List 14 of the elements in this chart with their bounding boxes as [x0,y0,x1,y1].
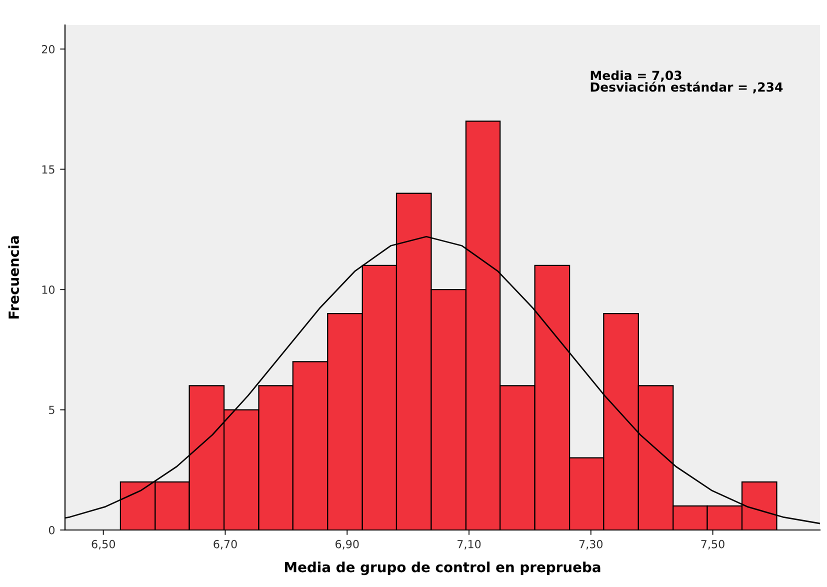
y-tick-label: 10 [42,286,55,294]
y-tick-label: 5 [49,406,54,414]
x-tick-label: 7,50 [701,540,724,550]
x-tick-label: 6,90 [336,540,359,550]
y-tick-label: 0 [48,526,55,534]
y-axis-title: Frecuencia [8,236,20,319]
y-tick-label: 15 [42,165,54,174]
x-axis-title: Media de grupo de control en preprueba [284,562,600,576]
y-tick-label: 20 [42,45,55,54]
x-tick-label: 7,30 [579,540,603,550]
x-tick-label: 6,50 [92,540,116,550]
annotation: Media = 7,03 Desviación estándar = ,234 [590,70,783,94]
x-tick-label: 7,10 [458,540,481,550]
x-tick-label: 6,70 [214,540,237,550]
